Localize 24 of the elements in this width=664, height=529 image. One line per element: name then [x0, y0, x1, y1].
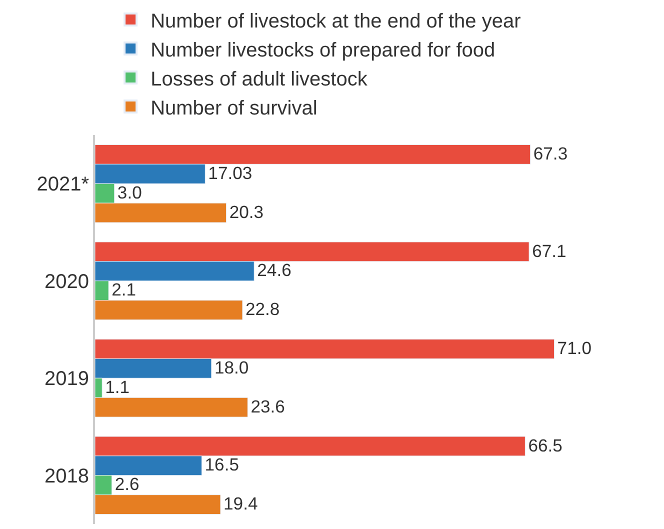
data-label: 17.03: [208, 162, 252, 183]
data-label: 1.1: [105, 376, 130, 397]
y-tick-label: 2021*: [36, 174, 90, 196]
data-label: 16.5: [204, 454, 240, 475]
data-label: 23.6: [250, 396, 285, 416]
legend-label: Number of livestock at the end of the year: [150, 10, 522, 32]
y-tick-label: 2019: [44, 368, 89, 390]
legend-label: Number livestocks of prepared for food: [150, 39, 496, 62]
legend-label: Number of survival: [150, 97, 318, 120]
data-label: 2.6: [114, 474, 140, 494]
data-label: 2.1: [112, 280, 136, 300]
data-label: 3.0: [117, 182, 142, 202]
data-label: 67.3: [533, 144, 568, 164]
y-tick-label: 2020: [44, 270, 89, 293]
legend-label: Losses of adult livestock: [150, 68, 368, 90]
data-label: 20.3: [229, 202, 264, 222]
data-label: 66.5: [528, 435, 563, 456]
data-label: 19.4: [224, 494, 258, 514]
data-label: 67.1: [532, 240, 566, 261]
data-label: 24.6: [257, 260, 292, 280]
y-tick-label: 2018: [44, 465, 89, 488]
data-label: 71.0: [557, 338, 592, 358]
data-label: 22.8: [246, 299, 280, 320]
data-label: 18.0: [214, 358, 249, 378]
